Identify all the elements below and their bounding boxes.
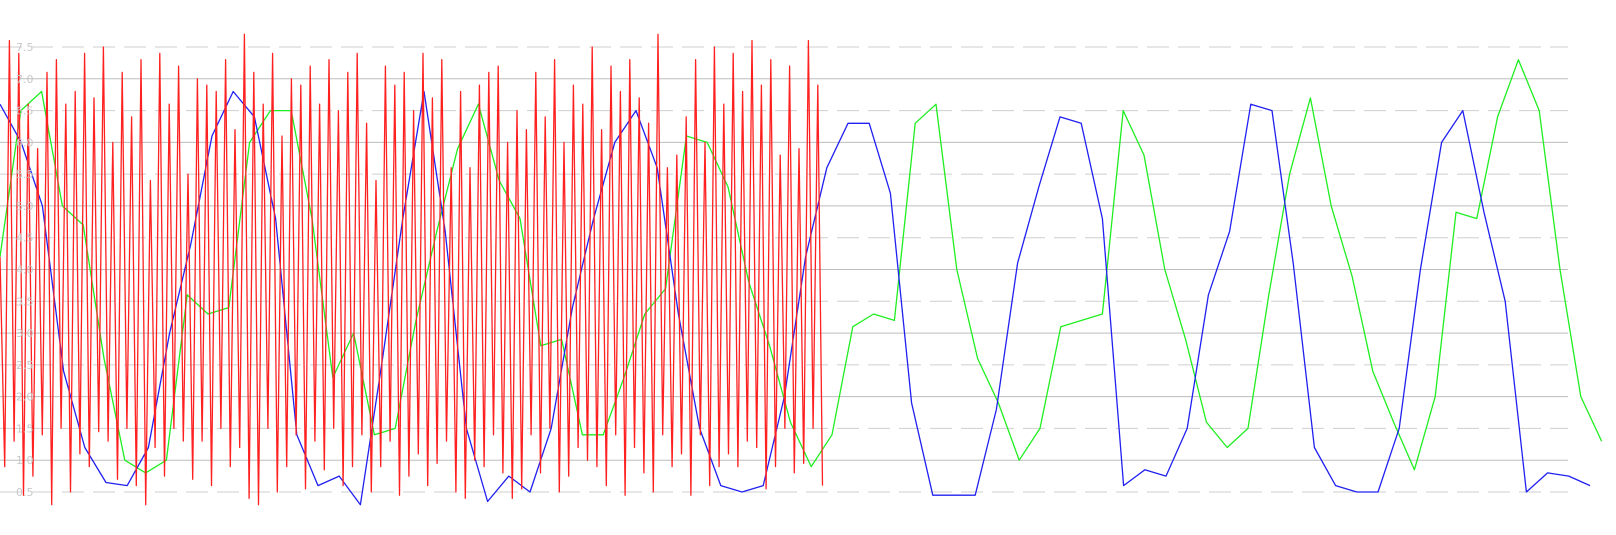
y-axis-ticks: 0.5 1.0 1.5 2.0 2.5 3.0 3.5 4.0 4.5 5.0 5.5 6.0 6.5 7… bbox=[16, 41, 34, 499]
y-tick-label: 4.5 bbox=[16, 232, 34, 245]
series-line-2 bbox=[0, 90, 1591, 506]
y-tick-label: 1.5 bbox=[16, 422, 34, 435]
y-tick-label: 3.5 bbox=[16, 295, 34, 308]
y-tick-label: 2.0 bbox=[16, 391, 34, 404]
grid bbox=[0, 46, 1568, 493]
y-tick-label: 6.0 bbox=[16, 136, 34, 149]
series-line-1 bbox=[0, 33, 824, 506]
y-tick-label: 4.0 bbox=[16, 264, 34, 277]
y-tick-label: 7.0 bbox=[16, 73, 34, 86]
series-line-3 bbox=[0, 59, 1603, 474]
y-tick-label: 3.0 bbox=[16, 327, 34, 340]
y-tick-label: 0.5 bbox=[16, 486, 34, 499]
plot-area bbox=[0, 33, 1603, 506]
y-tick-label: 1.0 bbox=[16, 454, 34, 467]
y-tick-label: 5.0 bbox=[16, 200, 34, 213]
y-tick-label: 5.5 bbox=[16, 168, 34, 181]
y-tick-label: 7.5 bbox=[16, 41, 34, 54]
y-tick-label: 6.5 bbox=[16, 105, 34, 118]
y-tick-label: 2.5 bbox=[16, 359, 34, 372]
